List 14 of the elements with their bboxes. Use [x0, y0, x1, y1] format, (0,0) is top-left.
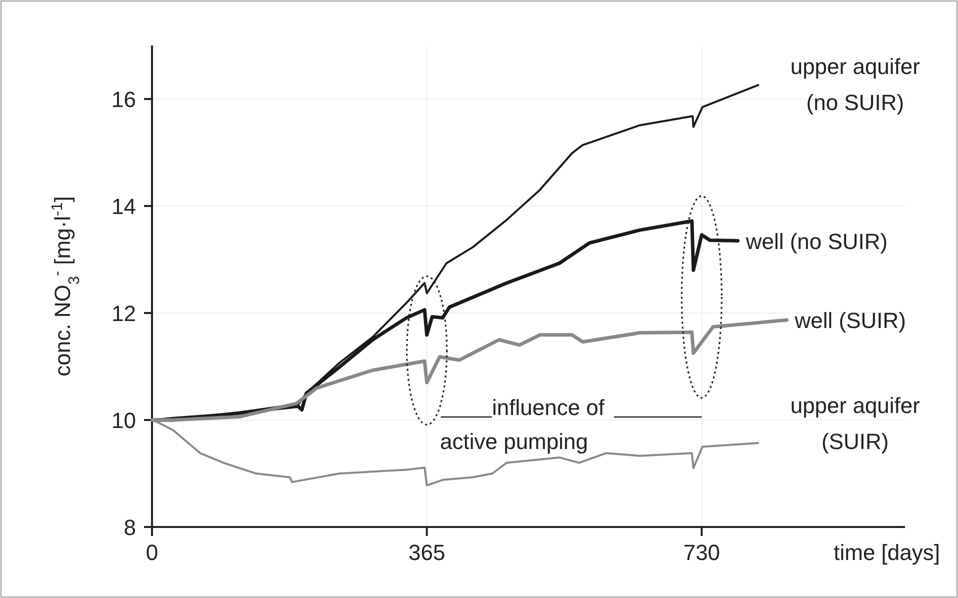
- y-tick-label: 16: [112, 87, 136, 112]
- x-tick-label: 0: [146, 540, 158, 565]
- series-label: upper aquifer (no SUIR): [790, 54, 920, 116]
- y-tick-label: 8: [124, 515, 136, 540]
- x-tick-label: 730: [683, 540, 720, 565]
- series-label: well (no SUIR): [744, 228, 888, 254]
- y-tick-label: 12: [112, 301, 136, 326]
- x-tick-label: 365: [408, 540, 446, 565]
- y-tick-label: 14: [112, 194, 136, 219]
- y-tick-label: 10: [112, 408, 136, 433]
- series-label: well (SUIR): [794, 308, 906, 333]
- series-label: upper aquifer (SUIR): [790, 393, 920, 454]
- annotation: influence of active pumping: [440, 395, 606, 454]
- x-axis-title: time [days]: [834, 540, 940, 565]
